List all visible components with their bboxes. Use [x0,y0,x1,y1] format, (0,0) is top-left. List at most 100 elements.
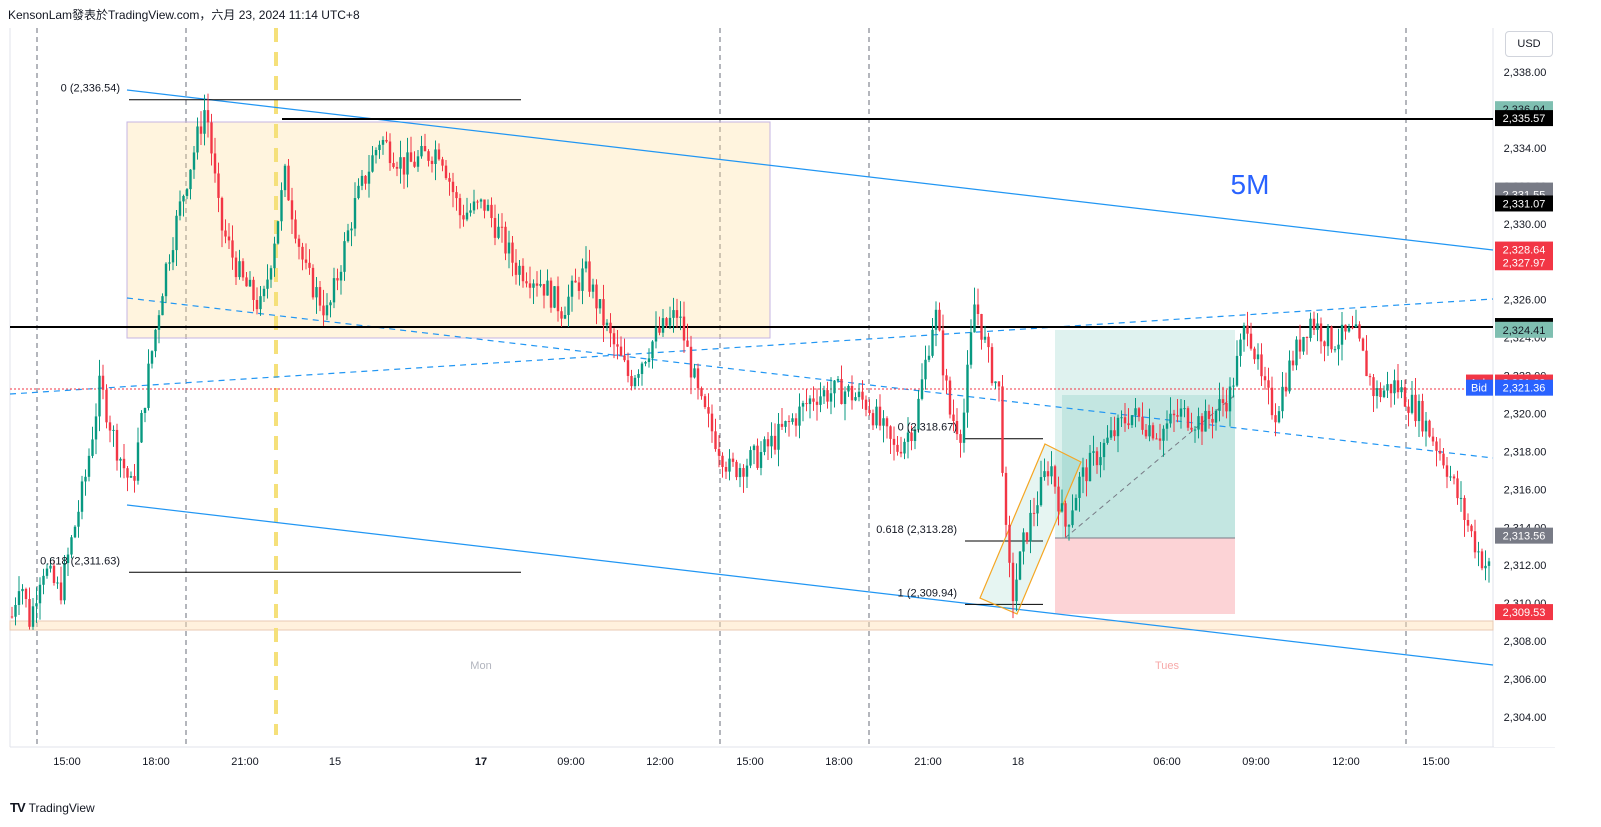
candle-body [546,280,549,296]
candle-body [843,391,847,405]
candle-body [668,317,672,326]
candle-body [1109,430,1113,438]
candle-body [1435,441,1438,451]
candle-body [1071,510,1074,526]
price-badge-label: 2,309.53 [1503,607,1546,619]
candle-body [983,336,987,340]
candle-body [441,159,444,166]
time-tick-label: 21:00 [231,756,259,768]
candle-body [1197,416,1200,430]
candle-body [539,284,542,286]
candle-body [1382,390,1386,398]
candle-body [1477,551,1480,553]
time-tick-label: 18 [1012,756,1024,768]
candle-body [584,261,588,269]
candle-body [658,327,661,333]
candle-body [1344,324,1347,332]
candle-body [115,429,119,461]
candle-body [224,230,227,237]
candle-body [920,379,924,399]
candle-body [1123,417,1127,424]
candle-body [210,122,213,154]
candle-body [969,332,973,365]
candle-body [763,439,766,453]
candle-body [882,418,885,426]
candle-body [427,151,430,161]
time-tick-label: 21:00 [914,756,942,768]
footer-brand[interactable]: TV TradingView [10,800,95,815]
candle-body [563,315,567,319]
price-axis[interactable]: 2,338.002,336.002,334.002,332.002,330.00… [1466,28,1556,747]
candle-body [73,526,77,538]
candle-body [1235,355,1239,386]
candle-body [616,344,619,347]
candle-body [675,310,679,318]
candle-body [1211,418,1214,423]
candle-body [1442,453,1445,466]
candle-body [742,468,745,477]
candle-body [1155,438,1158,440]
candle-body [101,375,105,390]
candle-body [847,385,850,392]
candle-body [1312,318,1316,330]
candle-body [1004,472,1008,525]
candle-body [1249,333,1253,349]
candle-body [98,375,101,417]
candle-body [1008,524,1011,563]
candle-body [665,318,668,326]
candle-body [1043,471,1046,478]
candle-body [773,435,777,450]
candle-body [857,391,861,398]
candle-body [941,330,945,376]
candle-body [812,398,815,402]
candle-body [567,296,570,316]
candle-body [234,257,238,278]
candle-body [336,278,339,281]
candle-body [182,195,185,202]
candle-body [304,259,308,263]
candles-layer [10,93,1491,630]
candle-body [728,458,731,472]
candle-body [885,418,889,427]
candle-body [745,465,749,477]
candle-body [1340,324,1344,345]
candle-body [581,268,584,291]
candle-body [315,287,318,298]
candle-body [959,434,962,443]
candle-body [213,153,217,174]
candle-body [196,126,199,153]
candle-body [889,426,892,439]
candle-body [826,390,829,402]
candle-body [1022,532,1025,552]
candle-body [1473,531,1477,553]
candle-body [819,396,822,405]
candle-body [878,406,882,426]
candle-body [217,173,220,198]
candle-body [343,241,346,272]
candle-body [311,267,315,298]
candle-body [591,284,595,292]
candle-body [1186,408,1190,428]
candle-body [980,313,983,340]
candle-body [1333,349,1337,351]
currency-button[interactable]: USD [1505,31,1553,57]
price-badge-label: 2,321.36 [1503,383,1546,395]
candle-body [1407,406,1410,413]
candle-body [1431,436,1435,442]
candle-body [1074,497,1078,511]
candle-body [147,363,150,408]
candle-body [1214,410,1218,423]
candle-body [66,554,70,564]
candle-body [266,279,269,289]
candle-body [1330,326,1333,350]
candle-body [1225,403,1228,412]
candle-body [514,262,518,275]
time-tick-label: 12:00 [1332,756,1360,768]
candle-body [850,385,854,401]
price-badge-label: 2,335.57 [1503,113,1546,125]
time-axis[interactable]: 15:00 18:00 21:00 15 17 09:00 12:00 15:00 18:00 2… [53,756,1450,768]
candle-body [325,305,329,316]
candle-body [801,403,805,407]
candle-body [623,355,626,361]
